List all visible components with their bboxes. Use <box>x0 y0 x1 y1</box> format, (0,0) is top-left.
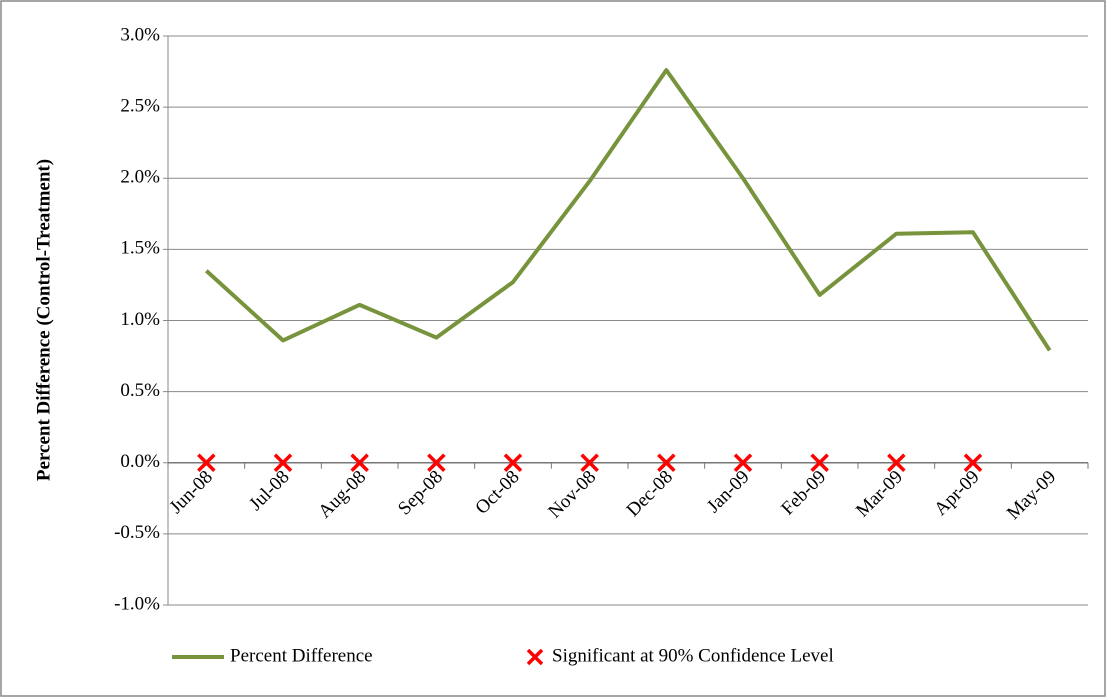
significance-marker <box>657 453 676 472</box>
y-tick-label: 2.5% <box>120 95 160 116</box>
significance-marker <box>810 453 829 472</box>
significance-marker <box>887 453 906 472</box>
y-tick-label: 2.0% <box>120 167 160 188</box>
legend-swatch <box>526 648 544 666</box>
significance-marker <box>427 453 446 472</box>
significance-marker <box>503 453 523 472</box>
legend-label: Percent Difference <box>230 645 373 666</box>
significance-marker <box>963 453 983 472</box>
y-tick-label: 1.0% <box>120 309 160 330</box>
y-tick-label: 0.5% <box>120 380 160 401</box>
significance-marker <box>197 453 216 472</box>
y-tick-label: 3.0% <box>120 24 160 45</box>
significance-marker <box>733 453 753 472</box>
legend-label: Significant at 90% Confidence Level <box>552 645 834 666</box>
y-tick-label: 1.5% <box>120 238 160 259</box>
y-axis-title: Percent Difference (Control-Treatment) <box>33 159 54 481</box>
y-tick-label: -1.0% <box>114 593 160 614</box>
significance-marker <box>580 453 599 472</box>
significance-marker <box>350 453 369 472</box>
y-tick-label: 0.0% <box>120 451 160 472</box>
data-line <box>204 68 1052 352</box>
significance-marker <box>273 453 293 472</box>
y-tick-label: -0.5% <box>114 522 160 543</box>
